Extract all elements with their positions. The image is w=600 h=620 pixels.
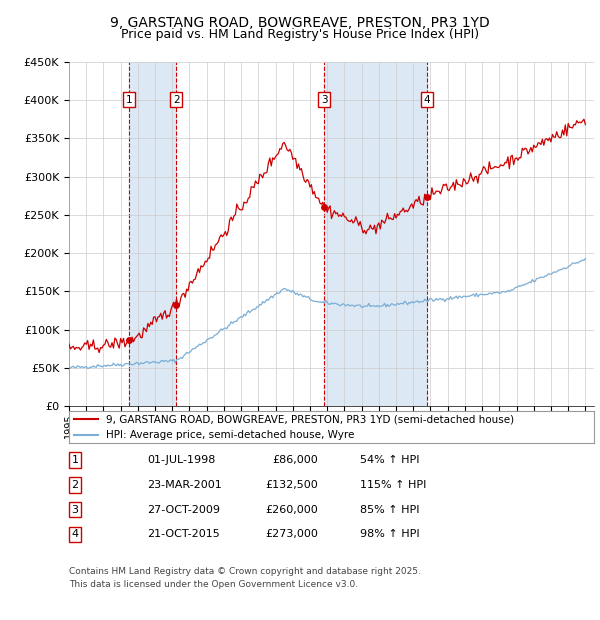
Text: 98% ↑ HPI: 98% ↑ HPI (360, 529, 419, 539)
Text: HPI: Average price, semi-detached house, Wyre: HPI: Average price, semi-detached house,… (106, 430, 354, 440)
Text: 3: 3 (71, 505, 79, 515)
Text: 4: 4 (71, 529, 79, 539)
Text: 21-OCT-2015: 21-OCT-2015 (147, 529, 220, 539)
Text: Price paid vs. HM Land Registry's House Price Index (HPI): Price paid vs. HM Land Registry's House … (121, 28, 479, 41)
Text: This data is licensed under the Open Government Licence v3.0.: This data is licensed under the Open Gov… (69, 580, 358, 589)
Text: 9, GARSTANG ROAD, BOWGREAVE, PRESTON, PR3 1YD: 9, GARSTANG ROAD, BOWGREAVE, PRESTON, PR… (110, 16, 490, 30)
Text: 54% ↑ HPI: 54% ↑ HPI (360, 455, 419, 465)
Text: 01-JUL-1998: 01-JUL-1998 (147, 455, 215, 465)
Text: 85% ↑ HPI: 85% ↑ HPI (360, 505, 419, 515)
Text: 4: 4 (424, 95, 431, 105)
Text: 9, GARSTANG ROAD, BOWGREAVE, PRESTON, PR3 1YD (semi-detached house): 9, GARSTANG ROAD, BOWGREAVE, PRESTON, PR… (106, 414, 514, 424)
Text: 2: 2 (173, 95, 179, 105)
Text: £132,500: £132,500 (265, 480, 318, 490)
Text: £273,000: £273,000 (265, 529, 318, 539)
Text: 27-OCT-2009: 27-OCT-2009 (147, 505, 220, 515)
Text: 2: 2 (71, 480, 79, 490)
Text: 23-MAR-2001: 23-MAR-2001 (147, 480, 222, 490)
Text: £260,000: £260,000 (265, 505, 318, 515)
Text: 115% ↑ HPI: 115% ↑ HPI (360, 480, 427, 490)
Text: £86,000: £86,000 (272, 455, 318, 465)
Text: 1: 1 (71, 455, 79, 465)
Bar (129, 62, 176, 406)
Text: 1: 1 (126, 95, 133, 105)
Text: 3: 3 (321, 95, 328, 105)
Text: Contains HM Land Registry data © Crown copyright and database right 2025.: Contains HM Land Registry data © Crown c… (69, 567, 421, 577)
Bar (324, 62, 427, 406)
